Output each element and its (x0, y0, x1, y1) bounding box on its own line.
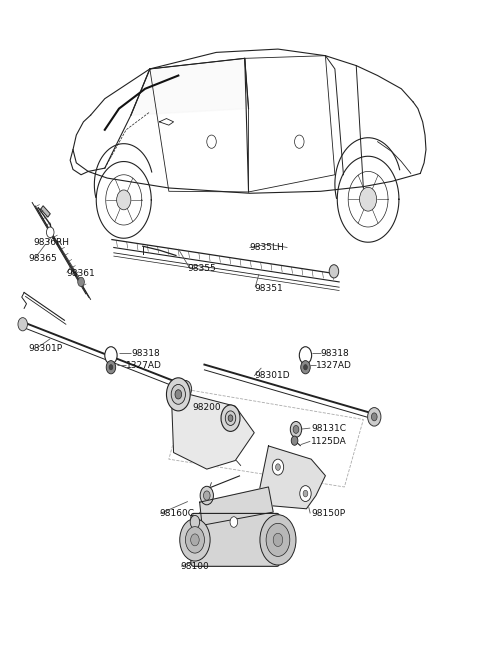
Circle shape (18, 317, 27, 331)
Ellipse shape (185, 527, 204, 553)
Text: 98131C: 98131C (311, 424, 346, 434)
Polygon shape (131, 58, 249, 115)
Circle shape (368, 408, 381, 426)
Text: 1327AD: 1327AD (126, 361, 162, 370)
Circle shape (360, 187, 377, 211)
Circle shape (190, 516, 200, 529)
Circle shape (171, 384, 185, 404)
Circle shape (228, 415, 233, 422)
Polygon shape (171, 390, 254, 469)
Text: 98160C: 98160C (159, 509, 194, 518)
Circle shape (204, 491, 210, 500)
Text: 1327AD: 1327AD (316, 361, 352, 370)
Circle shape (295, 135, 304, 148)
Text: 98301D: 98301D (254, 372, 290, 380)
Text: 98301P: 98301P (29, 344, 63, 353)
Circle shape (301, 361, 310, 374)
Text: 98318: 98318 (131, 349, 160, 358)
Text: 98200: 98200 (192, 403, 221, 412)
Circle shape (182, 385, 188, 393)
Text: 9836RH: 9836RH (34, 237, 70, 247)
Text: 98100: 98100 (180, 562, 209, 571)
Text: 98355: 98355 (188, 264, 216, 273)
Circle shape (175, 390, 181, 399)
Circle shape (300, 486, 311, 502)
Circle shape (167, 378, 190, 411)
Circle shape (200, 486, 214, 505)
Text: 1125DA: 1125DA (311, 438, 347, 446)
Circle shape (225, 411, 236, 426)
Text: 98365: 98365 (29, 253, 58, 263)
Circle shape (117, 190, 131, 210)
Circle shape (47, 227, 54, 237)
Text: 98351: 98351 (254, 284, 283, 293)
Circle shape (290, 422, 301, 438)
Circle shape (272, 459, 284, 475)
Circle shape (207, 135, 216, 148)
Circle shape (291, 436, 298, 446)
Circle shape (221, 405, 240, 432)
Text: 98150P: 98150P (311, 509, 345, 518)
Polygon shape (200, 487, 273, 526)
FancyBboxPatch shape (191, 514, 280, 566)
Circle shape (191, 534, 199, 546)
Circle shape (179, 380, 192, 398)
Text: 98318: 98318 (321, 349, 349, 358)
Circle shape (273, 533, 283, 546)
Circle shape (78, 277, 84, 287)
Ellipse shape (260, 515, 296, 565)
Circle shape (109, 365, 113, 370)
Circle shape (372, 413, 377, 421)
Circle shape (105, 347, 117, 364)
Text: 98361: 98361 (67, 269, 96, 278)
Circle shape (329, 265, 339, 278)
Text: 9835LH: 9835LH (250, 243, 284, 252)
Circle shape (230, 517, 238, 528)
Circle shape (300, 347, 312, 364)
Polygon shape (41, 206, 50, 217)
Circle shape (303, 490, 308, 497)
Ellipse shape (180, 519, 210, 561)
Circle shape (303, 365, 307, 370)
Ellipse shape (266, 524, 290, 556)
Polygon shape (259, 446, 325, 509)
Circle shape (106, 361, 116, 374)
Circle shape (276, 464, 280, 470)
Circle shape (293, 426, 299, 434)
